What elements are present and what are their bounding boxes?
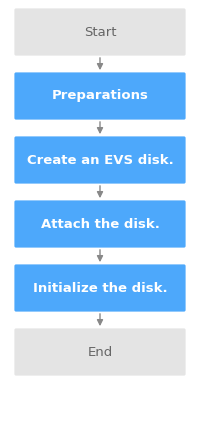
Text: Create an EVS disk.: Create an EVS disk. [27,153,173,167]
Text: End: End [87,345,113,359]
FancyBboxPatch shape [14,8,186,56]
FancyBboxPatch shape [14,200,186,247]
FancyBboxPatch shape [14,72,186,120]
FancyBboxPatch shape [14,329,186,376]
Text: Initialize the disk.: Initialize the disk. [33,281,167,295]
Text: Preparations: Preparations [52,90,148,102]
FancyBboxPatch shape [14,265,186,312]
Text: Attach the disk.: Attach the disk. [41,217,159,231]
Text: Start: Start [84,26,116,38]
FancyBboxPatch shape [14,136,186,183]
